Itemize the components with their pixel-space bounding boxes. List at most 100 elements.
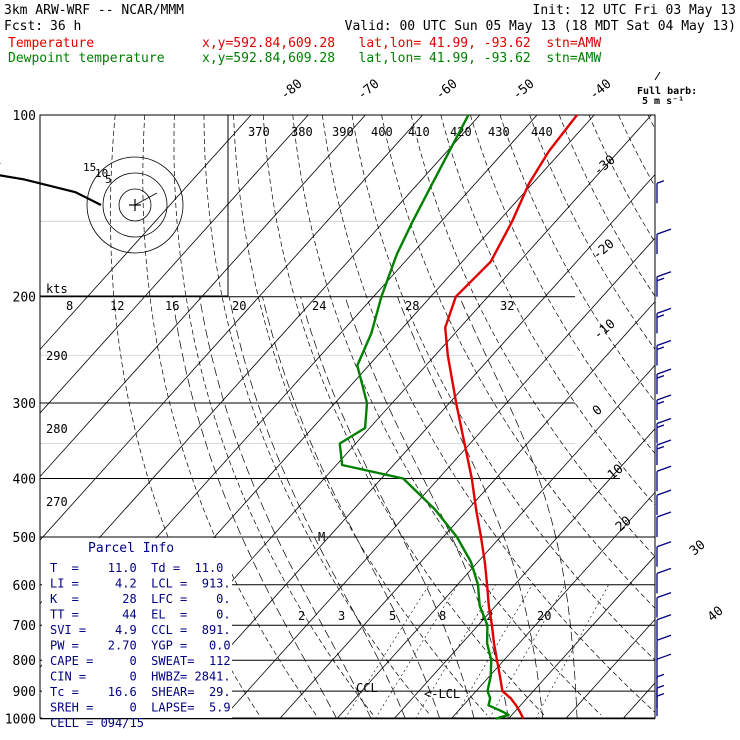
mixing-ratio-low-label: 20	[537, 609, 551, 623]
isotherm	[681, 115, 740, 718]
wind-barb	[656, 271, 672, 297]
mixing-ratio-label: 12	[110, 299, 124, 313]
hodograph-ring-1	[118, 188, 152, 222]
wind-barb-flag	[656, 439, 672, 446]
wind-barb	[656, 394, 672, 420]
mixing-ratio-line	[535, 584, 609, 718]
isotherm	[337, 364, 655, 718]
hodograph-ring-label: 15	[83, 161, 96, 174]
dry-adiabat	[173, 115, 374, 716]
isotherm-label-right: 20	[613, 514, 635, 536]
isotherm	[40, 115, 481, 605]
pressure-label-500: 500	[13, 531, 36, 546]
parcel-info-row: CIN = 0 HWBZ= 2841.	[50, 670, 231, 684]
model-title: 3km ARW-WRF -- NCAR/MMM	[4, 3, 185, 18]
dry-adiabat	[381, 115, 655, 609]
pressure-label-900: 900	[13, 685, 36, 700]
wind-barb-flag	[656, 271, 672, 278]
frame-border	[39, 114, 656, 719]
isotherm	[40, 115, 423, 541]
parcel-info-row: T = 11.0 Td = 11.0	[50, 561, 223, 575]
dry-adiabat	[203, 115, 431, 716]
wind-barbs	[656, 180, 672, 717]
init-time: Init: 12 UTC Fri 03 May 13	[532, 3, 737, 18]
hodograph-ring-2	[102, 172, 168, 238]
mixing-ratio-label: 20	[232, 299, 246, 313]
moist-adiabat	[344, 296, 509, 718]
wind-barb-flag	[656, 417, 672, 425]
wind-barb	[656, 465, 672, 492]
wind-barb-half	[656, 673, 665, 678]
isotherm	[623, 682, 655, 718]
mixing-ratio-low-label: 2	[298, 609, 305, 623]
mixing-ratio-low-label: 8	[439, 609, 446, 623]
isotherm-label-right: 10	[605, 462, 627, 484]
wind-barb	[656, 511, 672, 537]
wind-barb-flag	[656, 489, 672, 496]
parcel-info-background	[42, 538, 232, 718]
mixing-ratio-line	[415, 584, 496, 718]
theta-label: 410	[408, 125, 430, 139]
moist-adiabat	[172, 296, 337, 718]
isotherm	[566, 618, 655, 718]
ccl-marker: CCL	[356, 681, 378, 695]
wind-barb	[656, 180, 665, 204]
pressure-label-600: 600	[13, 579, 36, 594]
moist-adiabat	[459, 296, 578, 718]
valid-time: Valid: 00 UTC Sun 05 May 13 (18 MDT Sat …	[344, 19, 736, 34]
pressure-label-1000: 1000	[5, 713, 36, 728]
isotherm	[394, 428, 655, 718]
plot-frame	[39, 114, 656, 719]
wind-barb-flag	[656, 228, 672, 235]
legend-dewpoint-info: x,y=592.84,609.28 lat,lon= 41.99, -93.62…	[202, 51, 602, 66]
parcel-info-row: LI = 4.2 LCL = 913.	[50, 577, 231, 591]
kts-label: kts	[46, 282, 68, 296]
isotherm-label-top: -60	[433, 76, 461, 103]
parcel-info-row: TT = 44 EL = 0.	[50, 608, 231, 622]
isotherm	[40, 115, 366, 478]
isotherm-label-top: -70	[355, 76, 383, 103]
moist-adiabat	[300, 296, 475, 718]
isotherm-label-right: 0	[590, 403, 606, 420]
isotherm-label-right: 40	[705, 604, 727, 626]
wind-barb	[656, 567, 672, 594]
dry-adiabat	[678, 115, 740, 715]
dry-adiabat	[410, 115, 655, 558]
pressure-label-700: 700	[13, 619, 36, 634]
full-barb-label: Full barb:	[637, 86, 697, 97]
theta-label-left: 270	[46, 495, 68, 509]
wind-barb	[656, 307, 672, 334]
hodograph-ring-3	[86, 156, 184, 254]
isotherm	[280, 301, 655, 718]
wind-barb-flag	[656, 567, 672, 575]
mixing-ratio-label: 28	[405, 299, 419, 313]
legend-dewpoint: Dewpoint temperature	[8, 51, 165, 66]
wind-barb-flag	[656, 465, 672, 472]
mixing-ratio-line	[489, 584, 566, 718]
dry-adiabat	[262, 115, 545, 716]
mixing-ratio-low-label: 5	[389, 609, 396, 623]
isotherm	[40, 115, 252, 351]
full-barb-units: 5 m s⁻¹	[642, 96, 684, 107]
wind-barb	[656, 417, 672, 444]
hodograph-ring-label: 5	[105, 173, 112, 186]
wind-barb	[656, 614, 672, 640]
moist-adiabat	[397, 296, 544, 718]
pressure-label-400: 400	[13, 472, 36, 487]
moist-adiabat	[262, 296, 440, 718]
wind-barb-half	[656, 684, 665, 689]
wind-barb-half	[656, 445, 665, 450]
dry-adiabats	[110, 115, 740, 716]
dry-adiabat	[322, 115, 655, 713]
parcel-info-row: K = 28 LFC = 0.	[50, 592, 231, 606]
theta-label-left: 280	[46, 422, 68, 436]
mixing-ratio-label: 16	[165, 299, 179, 313]
moist-adiabats	[172, 296, 578, 718]
fcst-value: 36 h	[50, 19, 82, 34]
pressure-label-800: 800	[13, 654, 36, 669]
wind-barb	[656, 489, 672, 516]
dewpoint-trace	[338, 114, 510, 720]
dry-adiabat	[470, 115, 655, 454]
